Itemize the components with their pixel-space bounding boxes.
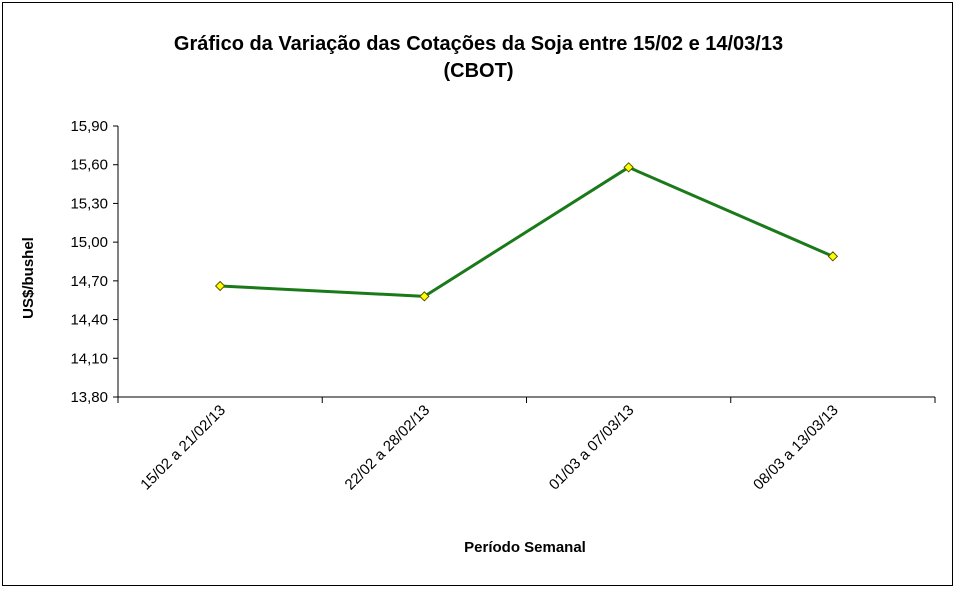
chart-title: Gráfico da Variação das Cotações da Soja… <box>173 33 784 55</box>
x-tick-label: 22/02 a 28/02/13 <box>342 402 434 494</box>
y-tick-label: 15,30 <box>70 195 108 212</box>
data-point-marker <box>623 162 634 173</box>
x-tick-label: 15/02 a 21/02/13 <box>137 402 229 494</box>
y-tick-label: 14,40 <box>70 312 108 329</box>
chart-subtitle: (CBOT) <box>443 60 514 82</box>
data-point-marker <box>214 280 226 292</box>
y-tick-label: 14,70 <box>70 273 108 290</box>
x-axis-label: Período Semanal <box>464 539 586 556</box>
y-tick-label: 13,80 <box>70 389 108 406</box>
y-tick-label: 15,00 <box>70 234 108 251</box>
x-tick-label: 08/03 a 13/03/13 <box>750 402 842 494</box>
data-point-marker <box>419 291 430 302</box>
data-point-marker <box>827 251 839 262</box>
series-line <box>220 165 834 298</box>
y-tick-label: 14,10 <box>70 350 108 367</box>
y-tick-label: 15,60 <box>70 157 108 174</box>
y-tick-label: 15,90 <box>70 118 108 135</box>
x-tick-label: 01/03 a 07/03/13 <box>546 402 638 494</box>
